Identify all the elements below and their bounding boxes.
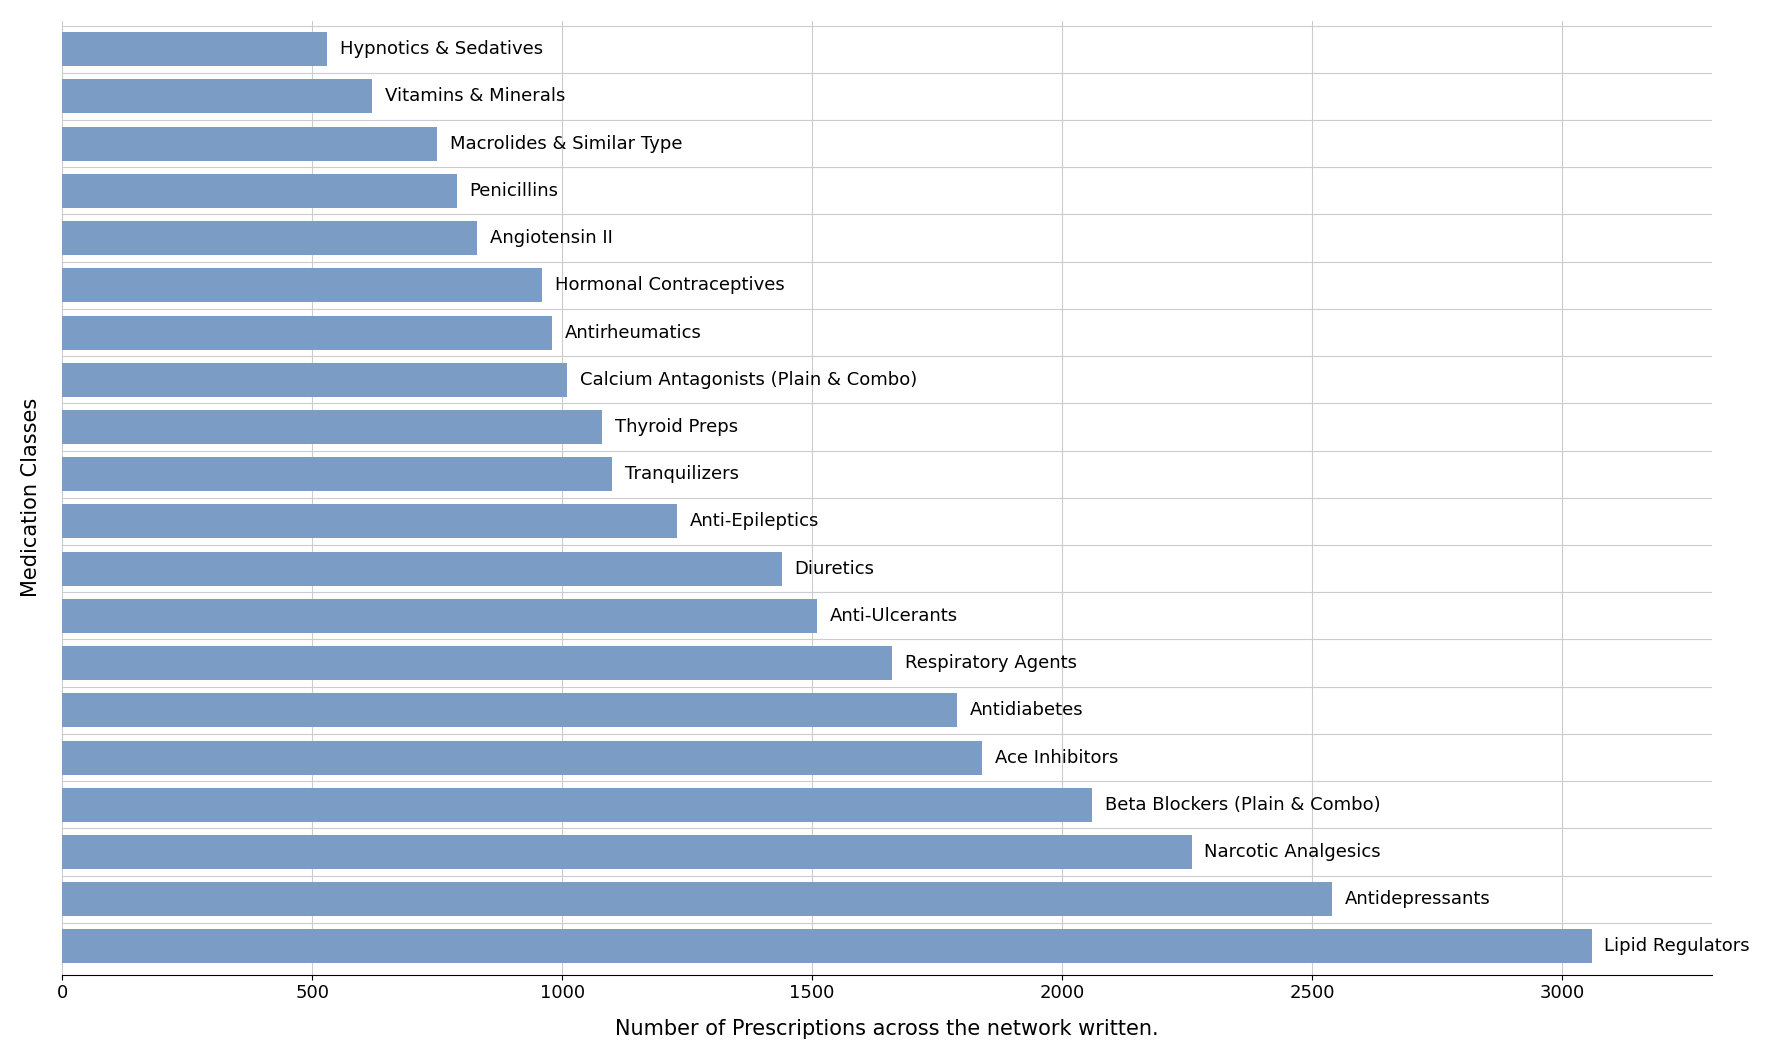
- Bar: [63, 835, 1193, 869]
- Bar: [63, 551, 781, 585]
- Text: Lipid Regulators: Lipid Regulators: [1604, 937, 1750, 955]
- Bar: [63, 741, 982, 775]
- Text: Vitamins & Minerals: Vitamins & Minerals: [384, 87, 565, 105]
- Text: Penicillins: Penicillins: [470, 182, 558, 200]
- Bar: [63, 80, 372, 113]
- Text: Calcium Antagonists (Plain & Combo): Calcium Antagonists (Plain & Combo): [579, 371, 917, 389]
- Y-axis label: Medication Classes: Medication Classes: [21, 399, 41, 598]
- Bar: [63, 126, 438, 161]
- Bar: [63, 693, 957, 727]
- Bar: [63, 457, 611, 491]
- Text: Tranquilizers: Tranquilizers: [624, 465, 738, 483]
- Text: Macrolides & Similar Type: Macrolides & Similar Type: [451, 135, 683, 153]
- Bar: [63, 268, 542, 302]
- Text: Antirheumatics: Antirheumatics: [565, 323, 701, 341]
- Bar: [63, 316, 552, 350]
- Bar: [63, 174, 458, 208]
- Bar: [63, 222, 477, 255]
- Bar: [63, 882, 1332, 916]
- Text: Antidiabetes: Antidiabetes: [969, 702, 1084, 720]
- Bar: [63, 410, 603, 444]
- Text: Anti-Ulcerants: Anti-Ulcerants: [830, 607, 958, 624]
- Text: Ace Inhibitors: Ace Inhibitors: [994, 748, 1118, 766]
- Bar: [63, 363, 567, 396]
- Text: Angiotensin II: Angiotensin II: [490, 229, 613, 247]
- Bar: [63, 599, 817, 633]
- Text: Hormonal Contraceptives: Hormonal Contraceptives: [554, 277, 785, 295]
- Text: Thyroid Preps: Thyroid Preps: [615, 418, 738, 436]
- Text: Beta Blockers (Plain & Combo): Beta Blockers (Plain & Combo): [1105, 796, 1380, 814]
- Text: Diuretics: Diuretics: [794, 560, 874, 578]
- Bar: [63, 647, 892, 681]
- Text: Narcotic Analgesics: Narcotic Analgesics: [1205, 843, 1380, 861]
- X-axis label: Number of Prescriptions across the network written.: Number of Prescriptions across the netwo…: [615, 1019, 1159, 1039]
- Text: Antidepressants: Antidepressants: [1345, 890, 1489, 908]
- Text: Respiratory Agents: Respiratory Agents: [905, 654, 1076, 672]
- Bar: [63, 505, 678, 538]
- Bar: [63, 930, 1591, 964]
- Text: Hypnotics & Sedatives: Hypnotics & Sedatives: [340, 40, 544, 58]
- Text: Anti-Epileptics: Anti-Epileptics: [690, 512, 819, 530]
- Bar: [63, 32, 327, 66]
- Bar: [63, 788, 1092, 822]
